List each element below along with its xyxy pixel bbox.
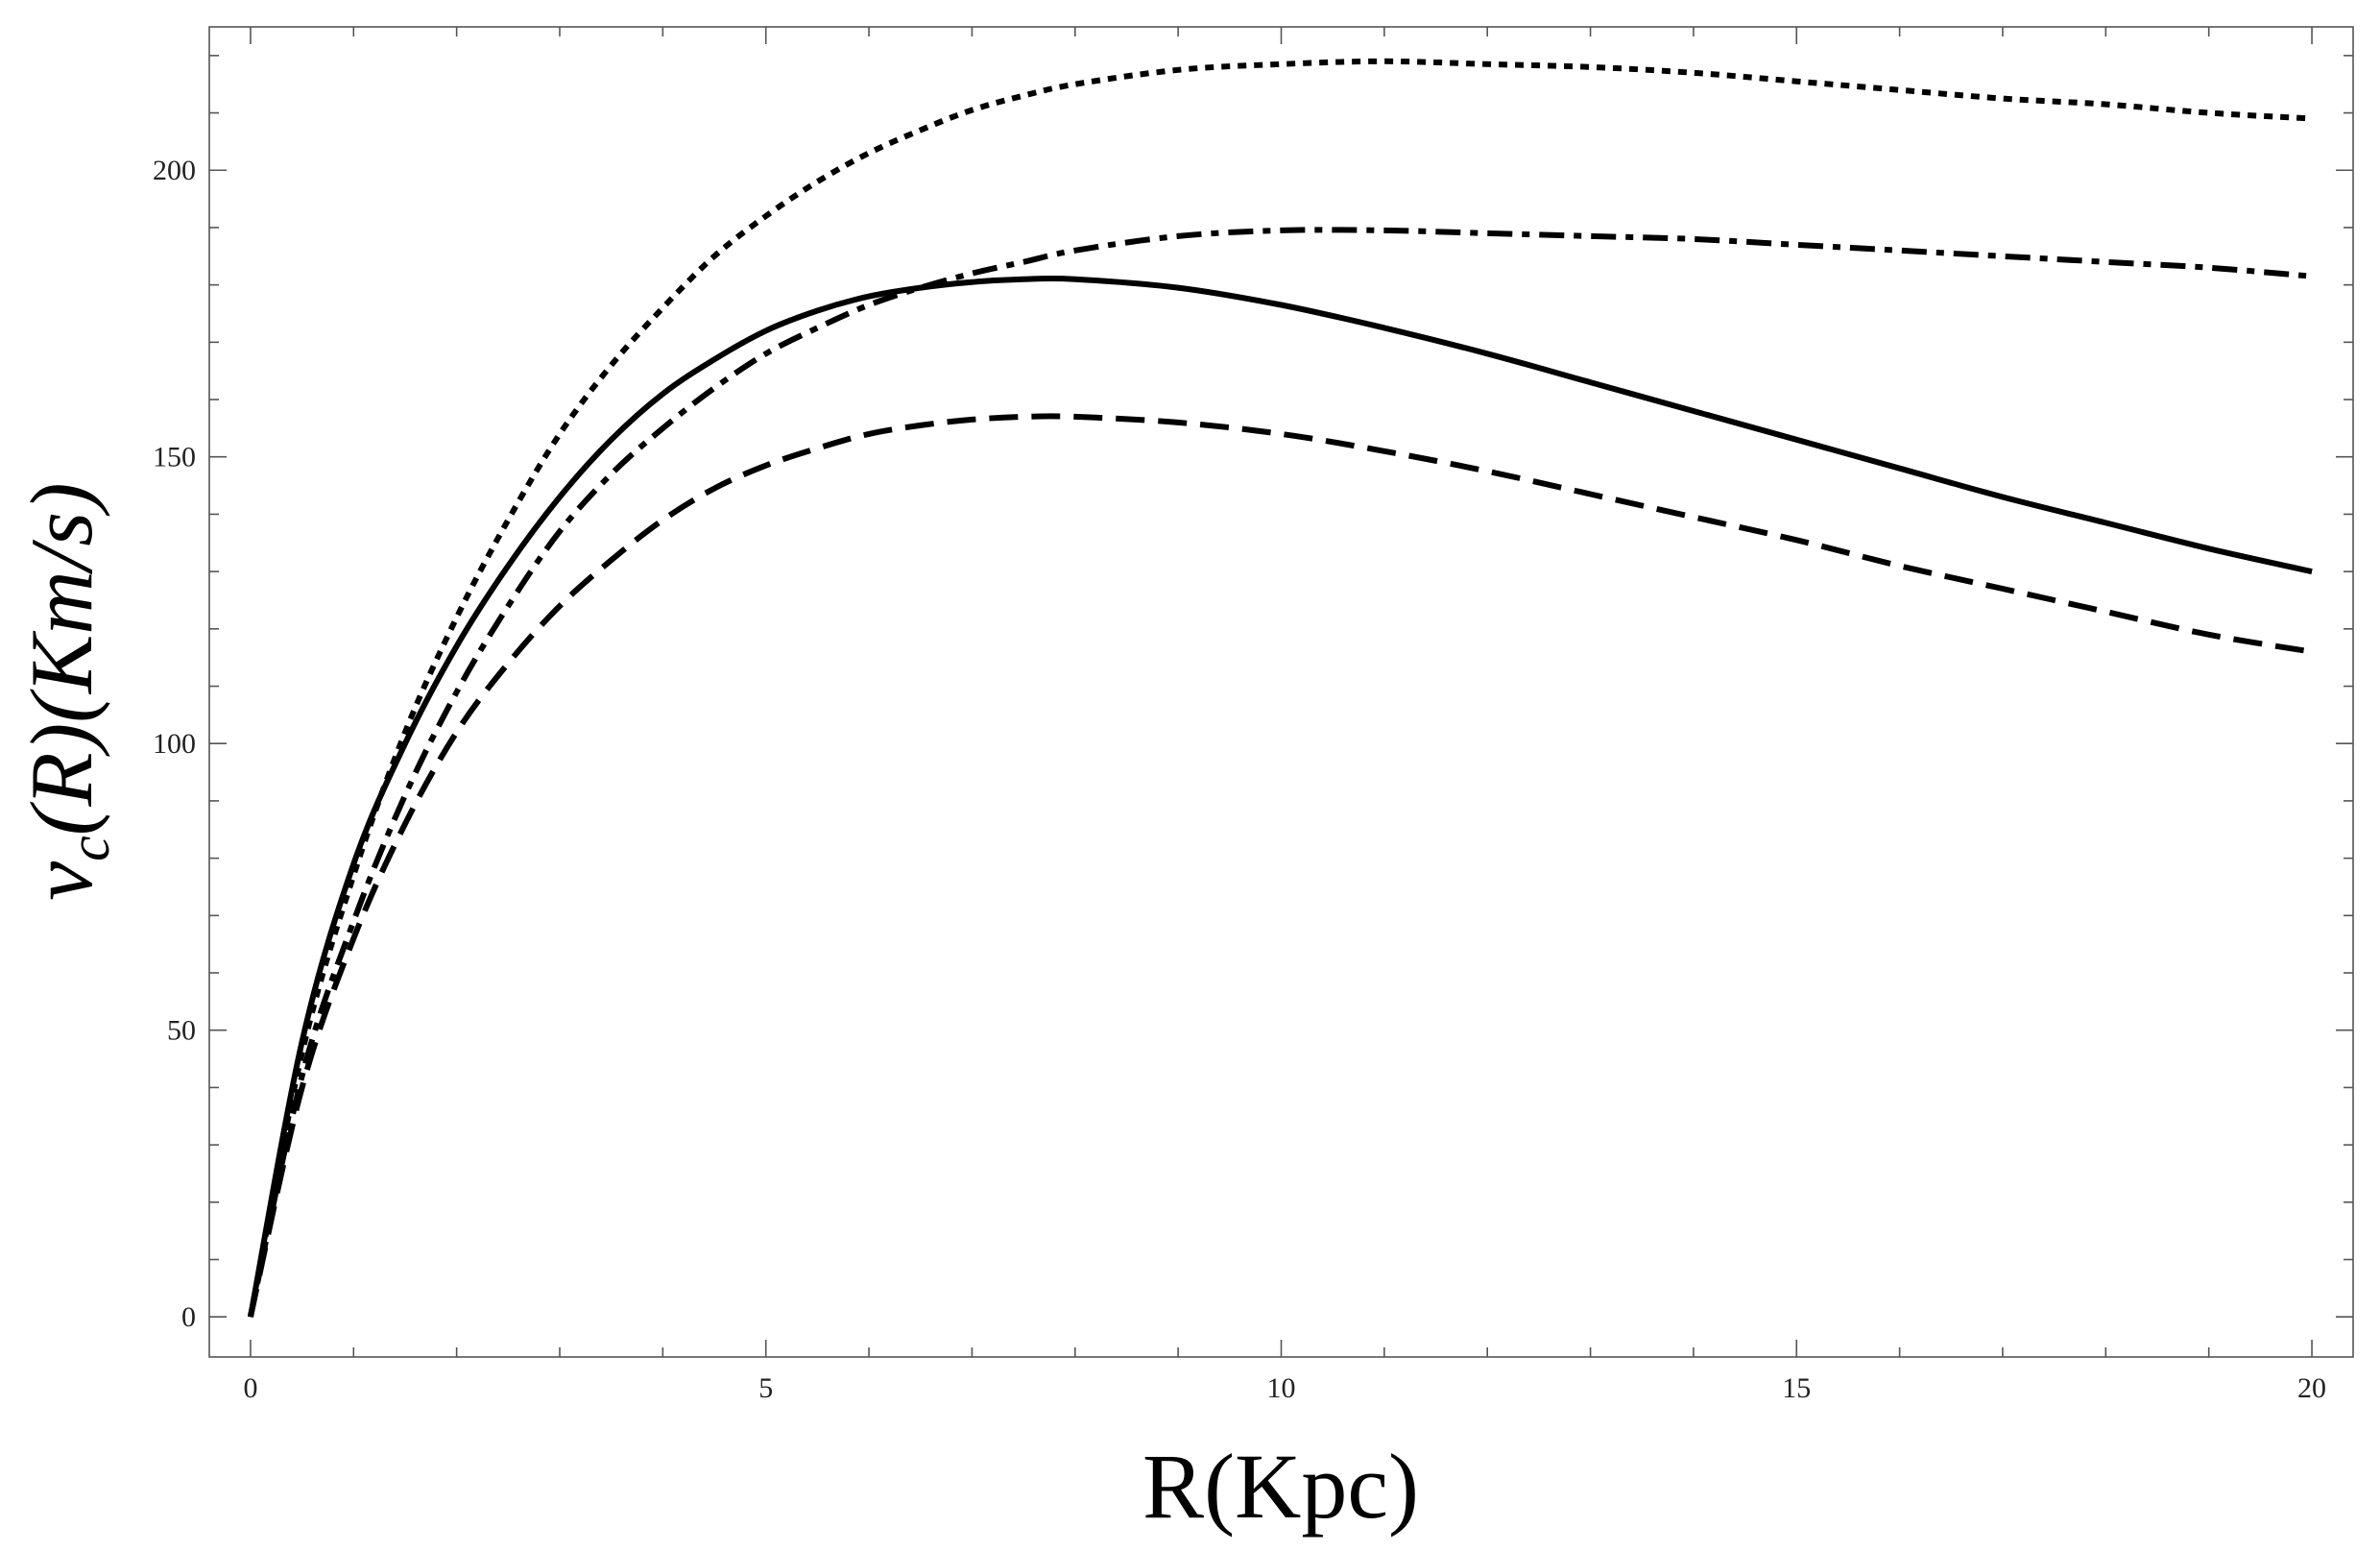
y-axis-title: vc(R)(Km/s) (12, 482, 121, 900)
y-tick-label: 200 (153, 155, 196, 186)
y-tick-label: 50 (167, 1015, 196, 1047)
x-tick-label: 5 (758, 1372, 773, 1404)
y-axis-title-rest: (R)(Km/s) (12, 482, 110, 836)
x-tick-label: 15 (1782, 1372, 1811, 1404)
series-line-solid (247, 275, 2313, 1318)
series-line-dashdot (247, 227, 2313, 1318)
y-axis-title-v: v (12, 861, 110, 901)
y-tick-label: 0 (181, 1301, 196, 1333)
axis-ticks (209, 27, 2353, 1357)
series-line-dashed (247, 413, 2313, 1318)
plot-frame (208, 26, 2354, 1358)
y-tick-label: 150 (153, 442, 196, 473)
x-tick-label: 10 (1267, 1372, 1296, 1404)
x-axis-title: R(Kpc) (1142, 1435, 1419, 1538)
y-tick-label: 100 (153, 728, 196, 760)
x-tick-label: 0 (243, 1372, 257, 1404)
series-line-dotted (247, 58, 2313, 1318)
y-axis-title-subscript: c (58, 836, 121, 861)
x-tick-label: 20 (2297, 1372, 2326, 1404)
series-layer (247, 58, 2313, 1318)
